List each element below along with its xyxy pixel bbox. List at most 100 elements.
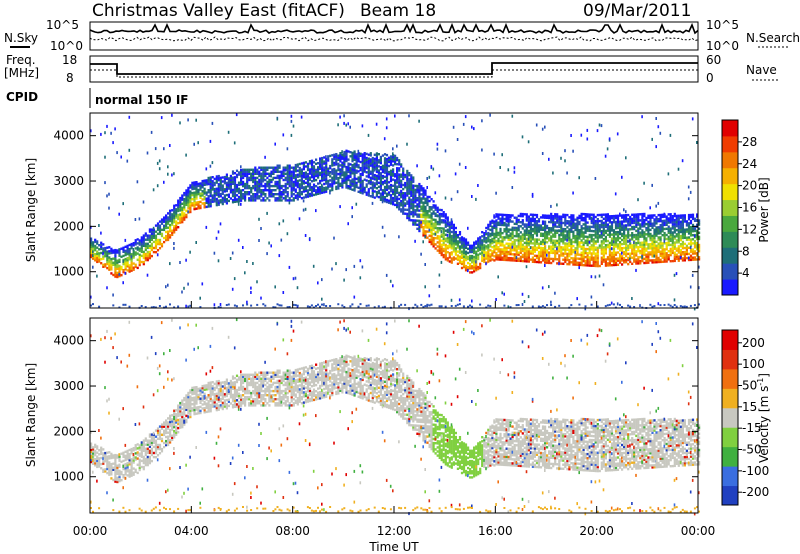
power-cell	[312, 177, 316, 180]
power-cell	[625, 218, 628, 221]
power-cell	[339, 158, 342, 161]
power-cell	[357, 160, 360, 163]
power-cell	[548, 259, 551, 262]
power-cell	[167, 234, 170, 237]
power-cell	[126, 257, 129, 260]
power-cell	[442, 243, 445, 247]
beam-label: Beam 18	[360, 1, 436, 21]
power-cell	[298, 169, 301, 172]
power-cell	[537, 246, 541, 250]
power-cell	[560, 231, 563, 235]
power-cell	[513, 216, 516, 219]
power-cell	[323, 178, 326, 182]
power-cell	[491, 221, 494, 224]
power-cell	[294, 184, 297, 187]
power-cell	[621, 175, 623, 179]
power-cell	[207, 205, 210, 208]
power-cell	[450, 261, 453, 264]
power-cell	[600, 236, 603, 239]
power-cell	[582, 247, 585, 250]
power-cell	[679, 236, 682, 240]
power-cell	[661, 223, 664, 227]
power-cell	[462, 237, 466, 240]
power-cell	[292, 166, 295, 169]
power-cell	[290, 119, 293, 123]
power-cell	[416, 209, 419, 212]
power-cell	[661, 215, 664, 219]
power-cell	[546, 304, 548, 307]
power-cell	[422, 213, 425, 217]
power-cell	[612, 245, 616, 248]
power-cell	[531, 305, 534, 308]
power-cell	[608, 233, 611, 236]
power-cell	[572, 214, 575, 217]
power-cell	[381, 183, 384, 186]
power-cell	[270, 190, 272, 194]
power-cell	[244, 271, 246, 275]
power-cell	[653, 261, 656, 264]
power-cell	[414, 205, 417, 208]
power-cell	[416, 190, 419, 194]
power-cell	[689, 254, 693, 257]
power-cell	[655, 261, 658, 264]
power-cell	[114, 273, 117, 276]
power-cell	[621, 255, 624, 258]
power-cell	[343, 173, 346, 176]
power-cell	[432, 241, 435, 244]
power-cell	[469, 248, 472, 252]
power-cell	[213, 251, 216, 255]
power-cell	[475, 258, 478, 262]
power-cell	[179, 203, 182, 206]
power-cell	[167, 218, 170, 221]
power-cell	[294, 190, 297, 193]
power-cell	[621, 251, 623, 255]
power-cell	[689, 256, 693, 259]
power-cell	[410, 202, 413, 206]
power-cell	[616, 243, 620, 246]
power-cell	[211, 198, 214, 201]
power-cell	[519, 241, 522, 244]
power-cell	[679, 251, 682, 254]
power-cell	[649, 243, 652, 246]
power-cell	[422, 221, 425, 225]
power-cell	[552, 243, 555, 246]
power-cell	[531, 230, 534, 233]
power-cell	[655, 252, 658, 256]
power-cell	[341, 163, 344, 167]
power-cell	[256, 176, 259, 180]
power-cell	[189, 202, 192, 205]
power-cell	[270, 166, 273, 169]
power-cell	[519, 237, 522, 240]
power-cell	[369, 186, 372, 190]
power-cell	[302, 163, 305, 167]
power-cell	[552, 219, 555, 222]
power-cell	[286, 232, 289, 236]
power-cell	[242, 195, 245, 198]
power-cell	[645, 233, 648, 236]
power-cell	[310, 173, 314, 177]
power-cell	[396, 195, 399, 199]
power-cell	[527, 225, 530, 228]
power-cell	[564, 236, 567, 239]
power-cell	[458, 255, 462, 258]
power-cell	[665, 244, 668, 247]
power-cell	[602, 221, 605, 225]
power-cell	[264, 193, 267, 196]
power-cell	[325, 170, 328, 173]
power-cell	[424, 235, 426, 239]
power-cell	[428, 224, 431, 227]
power-cell	[410, 178, 413, 181]
power-cell	[325, 178, 328, 181]
power-cell	[612, 231, 616, 234]
power-cell	[418, 223, 421, 227]
power-cell	[187, 203, 190, 206]
power-cell	[430, 234, 433, 238]
power-cell	[282, 174, 285, 178]
power-cell	[614, 261, 618, 265]
power-cell	[154, 236, 158, 240]
power-cell	[270, 195, 273, 198]
power-cell	[594, 240, 597, 243]
power-cell	[621, 222, 624, 225]
power-cell	[675, 235, 678, 238]
power-cell	[572, 218, 575, 221]
